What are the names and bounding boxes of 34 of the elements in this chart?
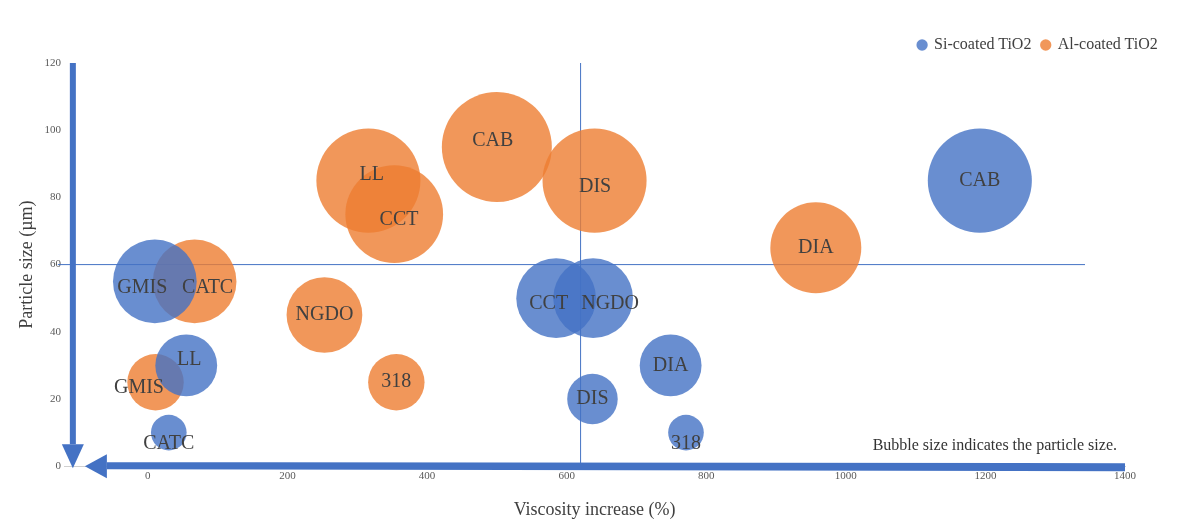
annotation: DIS <box>578 173 612 196</box>
y-tick-label: 60 <box>50 257 62 270</box>
annotation: DIA <box>652 352 689 375</box>
y-tick-label: 120 <box>44 55 62 68</box>
annotation: LL <box>176 346 202 369</box>
y-tick-label: 40 <box>50 324 62 337</box>
x-tick-label: 0 <box>145 468 152 481</box>
x-tick-label: 1000 <box>834 468 858 481</box>
x-tick-label: 200 <box>279 468 297 481</box>
x-tick-label: 1200 <box>974 468 997 481</box>
annotation: 318 <box>670 430 701 453</box>
x-tick-label: 400 <box>418 468 436 481</box>
y-axis-title: Particle size (µm) <box>15 200 37 329</box>
x-tick-label: 600 <box>558 468 576 481</box>
annotation: NGDO <box>295 302 354 325</box>
y-tick-label: 80 <box>50 190 62 203</box>
annotation: CAB <box>959 167 1001 190</box>
annotation: 318 <box>381 369 412 392</box>
y-tick-label: 20 <box>50 391 62 404</box>
legend-label: Si-coated TiO2 <box>934 35 1032 53</box>
legend-label: Al-coated TiO2 <box>1057 35 1158 53</box>
y-tick-label: 100 <box>44 123 62 136</box>
annotation: GMIS <box>117 274 168 297</box>
y-tick-label: 0 <box>55 459 62 472</box>
annotation: CAB <box>472 128 514 151</box>
x-tick-label: 1400 <box>1114 468 1137 481</box>
annotation: CCT <box>379 207 419 230</box>
annotation: DIA <box>798 235 835 258</box>
annotation: DIS <box>576 386 609 409</box>
annotation: Bubble size indicates the particle size. <box>872 436 1117 455</box>
annotation: CCT <box>529 291 569 314</box>
x-tick-label: 800 <box>697 468 715 481</box>
annotation: LL <box>359 161 385 184</box>
x-axis-title: Viscosity increase (%) <box>513 498 676 520</box>
